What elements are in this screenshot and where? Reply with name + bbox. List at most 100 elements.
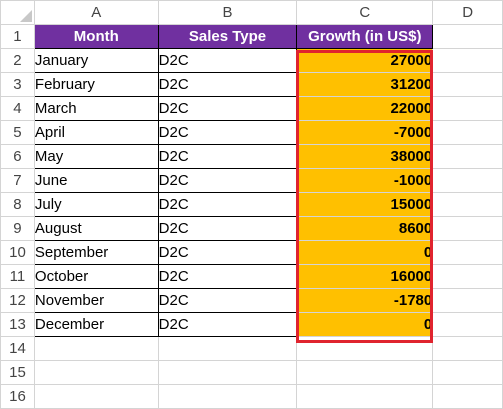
growth-cell[interactable]: 16000: [296, 264, 434, 289]
cell[interactable]: [432, 216, 503, 241]
cell[interactable]: [432, 312, 503, 337]
row-header[interactable]: 15: [0, 360, 35, 385]
growth-cell[interactable]: 38000: [296, 144, 434, 169]
growth-cell[interactable]: 27000: [296, 48, 434, 73]
cell[interactable]: [432, 24, 503, 49]
empty-row: 16: [0, 384, 503, 409]
sales-type-cell[interactable]: D2C: [157, 96, 298, 121]
row-header[interactable]: 6: [0, 144, 35, 169]
row-header[interactable]: 5: [0, 120, 35, 145]
cell[interactable]: [33, 384, 159, 409]
cell[interactable]: [432, 384, 503, 409]
cell[interactable]: [432, 96, 503, 121]
table-row: 8 July D2C 15000: [0, 192, 503, 217]
cell[interactable]: [432, 144, 503, 169]
month-cell[interactable]: May: [33, 144, 159, 169]
sales-type-cell[interactable]: D2C: [157, 192, 298, 217]
sales-type-cell[interactable]: D2C: [157, 264, 298, 289]
row-header[interactable]: 7: [0, 168, 35, 193]
table-row: 10 September D2C 0: [0, 240, 503, 265]
table-row: 12 November D2C -1780: [0, 288, 503, 313]
month-cell[interactable]: October: [33, 264, 159, 289]
month-cell[interactable]: February: [33, 72, 159, 97]
month-cell[interactable]: June: [33, 168, 159, 193]
growth-cell[interactable]: 15000: [296, 192, 434, 217]
cell[interactable]: [432, 240, 503, 265]
cell[interactable]: [432, 288, 503, 313]
cell[interactable]: [432, 72, 503, 97]
header-month[interactable]: Month: [33, 24, 159, 49]
cell[interactable]: [432, 336, 503, 361]
sales-type-cell[interactable]: D2C: [157, 312, 298, 337]
cell[interactable]: [432, 120, 503, 145]
cell[interactable]: [157, 360, 298, 385]
row-header[interactable]: 8: [0, 192, 35, 217]
sales-type-cell[interactable]: D2C: [157, 72, 298, 97]
row-header[interactable]: 13: [0, 312, 35, 337]
month-cell[interactable]: November: [33, 288, 159, 313]
table-row: 2 January D2C 27000: [0, 48, 503, 73]
header-sales-type[interactable]: Sales Type: [157, 24, 298, 49]
column-header-a[interactable]: A: [33, 0, 159, 25]
table-row: 5 April D2C -7000: [0, 120, 503, 145]
table-row: 13 December D2C 0: [0, 312, 503, 337]
sales-type-cell[interactable]: D2C: [157, 216, 298, 241]
growth-cell[interactable]: -7000: [296, 120, 434, 145]
header-growth[interactable]: Growth (in US$): [296, 24, 434, 49]
growth-cell[interactable]: 0: [296, 312, 434, 337]
cell[interactable]: [33, 360, 159, 385]
cell[interactable]: [432, 360, 503, 385]
table-header-row: 1 Month Sales Type Growth (in US$): [0, 24, 503, 49]
cell[interactable]: [33, 336, 159, 361]
row-header[interactable]: 1: [0, 24, 35, 49]
month-cell[interactable]: July: [33, 192, 159, 217]
empty-row: 14: [0, 336, 503, 361]
column-header-row: A B C D: [0, 0, 503, 25]
cell[interactable]: [432, 168, 503, 193]
table-row: 9 August D2C 8600: [0, 216, 503, 241]
month-cell[interactable]: December: [33, 312, 159, 337]
month-cell[interactable]: January: [33, 48, 159, 73]
sales-type-cell[interactable]: D2C: [157, 120, 298, 145]
table-row: 6 May D2C 38000: [0, 144, 503, 169]
cell[interactable]: [157, 384, 298, 409]
growth-cell[interactable]: 0: [296, 240, 434, 265]
select-all-corner[interactable]: [0, 0, 35, 25]
growth-cell[interactable]: -1780: [296, 288, 434, 313]
row-header[interactable]: 16: [0, 384, 35, 409]
sales-type-cell[interactable]: D2C: [157, 144, 298, 169]
month-cell[interactable]: April: [33, 120, 159, 145]
sales-type-cell[interactable]: D2C: [157, 288, 298, 313]
month-cell[interactable]: August: [33, 216, 159, 241]
column-header-c[interactable]: C: [296, 0, 434, 25]
row-header[interactable]: 4: [0, 96, 35, 121]
sales-type-cell[interactable]: D2C: [157, 48, 298, 73]
sales-type-cell[interactable]: D2C: [157, 168, 298, 193]
row-header[interactable]: 9: [0, 216, 35, 241]
growth-cell[interactable]: -1000: [296, 168, 434, 193]
table-row: 3 February D2C 31200: [0, 72, 503, 97]
growth-cell[interactable]: 22000: [296, 96, 434, 121]
row-header[interactable]: 2: [0, 48, 35, 73]
cell[interactable]: [432, 48, 503, 73]
growth-cell[interactable]: 31200: [296, 72, 434, 97]
cell[interactable]: [432, 264, 503, 289]
cell[interactable]: [296, 336, 434, 361]
row-header[interactable]: 10: [0, 240, 35, 265]
table-row: 11 October D2C 16000: [0, 264, 503, 289]
cell[interactable]: [296, 360, 434, 385]
column-header-d[interactable]: D: [432, 0, 503, 25]
row-header[interactable]: 12: [0, 288, 35, 313]
column-header-b[interactable]: B: [157, 0, 298, 25]
month-cell[interactable]: September: [33, 240, 159, 265]
growth-cell[interactable]: 8600: [296, 216, 434, 241]
row-header[interactable]: 11: [0, 264, 35, 289]
month-cell[interactable]: March: [33, 96, 159, 121]
row-header[interactable]: 3: [0, 72, 35, 97]
cell[interactable]: [432, 192, 503, 217]
sales-type-cell[interactable]: D2C: [157, 240, 298, 265]
cell[interactable]: [296, 384, 434, 409]
row-header[interactable]: 14: [0, 336, 35, 361]
cell[interactable]: [157, 336, 298, 361]
